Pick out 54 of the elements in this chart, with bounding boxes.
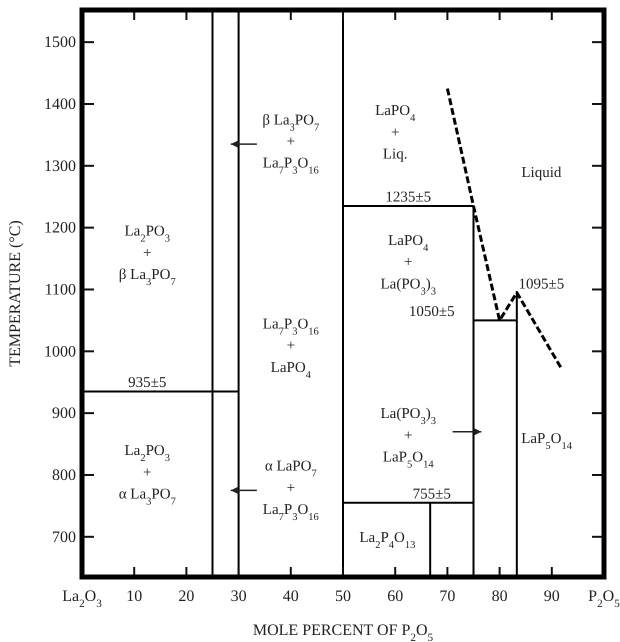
x-tick-label: 80	[492, 588, 508, 605]
y-tick-label: 1300	[44, 158, 76, 175]
annotation: +	[143, 464, 152, 481]
x-tick-label: La$_{2}$O$_{3}$	[62, 588, 102, 610]
annotation: La(PO$_{3}$)$_{3}$	[380, 406, 436, 427]
annotation: +	[286, 338, 296, 354]
annotation: LaPO$_{4}$	[375, 103, 416, 124]
annotation: β La$_{3}$PO$_{7}$	[262, 112, 320, 133]
annotation: La(PO$_{3}$)$_{3}$	[380, 276, 436, 297]
x-tick-label: 60	[387, 588, 404, 605]
y-tick-label: 1000	[44, 343, 76, 360]
y-tick-label: 800	[52, 466, 76, 484]
annotation: +	[404, 254, 412, 271]
x-tick-label: 90	[544, 588, 560, 605]
annotation: LaPO$_{4}$	[388, 233, 430, 254]
annotation: 1235±5	[385, 190, 432, 206]
annotation: 1095±5	[518, 276, 564, 292]
annotation: La$_{7}$P$_{3}$O$_{16}$	[262, 316, 319, 337]
annotation: La$_{2}$P$_{4}$O$_{13}$	[359, 530, 416, 550]
x-tick-label: 40	[282, 588, 299, 605]
annotation: β La$_{3}$PO$_{7}$	[118, 267, 176, 288]
annotation: LaP$_{5}$O$_{14}$	[382, 449, 434, 470]
y-tick-label: 1200	[44, 220, 76, 237]
annotation: La$_{2}$PO$_{3}$	[124, 443, 170, 464]
annotation: LaPO$_{4}$	[270, 360, 312, 380]
annotation: +	[286, 480, 296, 496]
annotation: +	[404, 428, 412, 444]
x-axis-title: MOLE PERCENT OF P$_{2}$O$_{5}$	[252, 622, 434, 642]
annotation: +	[390, 124, 400, 141]
x-tick-label: 20	[178, 588, 194, 605]
annotation: 1050±5	[408, 304, 455, 320]
y-tick-label: 1500	[44, 34, 76, 52]
annotation: Liq.	[382, 146, 408, 162]
y-tick-label: 900	[52, 405, 76, 422]
y-axis-title: TEMPERATURE (°C)	[7, 220, 24, 367]
annotation: +	[286, 134, 296, 150]
annotation: La$_{2}$PO$_{3}$	[124, 224, 170, 244]
annotation: La$_{7}$P$_{3}$O$_{16}$	[262, 502, 319, 522]
y-tick-label: 1400	[44, 96, 76, 113]
x-tick-label: 50	[335, 588, 351, 605]
annotation: +	[143, 245, 152, 262]
annotation: α La$_{3}$PO$_{7}$	[118, 486, 176, 508]
annotation: LaP$_{5}$O$_{14}$	[521, 430, 573, 452]
annotation: Liquid	[521, 165, 562, 181]
x-tick-label: 10	[126, 588, 142, 605]
annotation: 935±5	[128, 375, 166, 392]
annotation: 755±5	[412, 486, 451, 503]
annotation: La$_{7}$P$_{3}$O$_{16}$	[262, 156, 319, 176]
x-tick-label: 70	[439, 588, 456, 605]
annotation: α LaPO$_{7}$	[264, 458, 317, 480]
x-tick-label: P$_{2}$O$_{5}$	[588, 588, 620, 610]
y-tick-label: 700	[52, 528, 76, 546]
x-tick-label: 30	[230, 588, 247, 605]
y-tick-label: 1100	[44, 281, 76, 298]
